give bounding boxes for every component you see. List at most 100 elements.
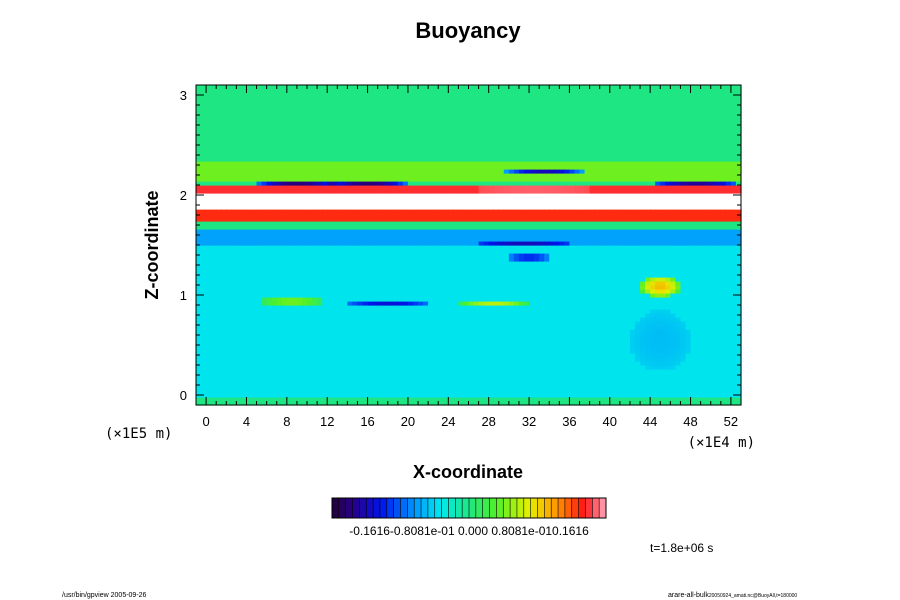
heatmap-cell	[327, 197, 333, 202]
heatmap-cell	[196, 169, 202, 174]
heatmap-cell	[433, 365, 439, 370]
heatmap-cell	[443, 233, 449, 238]
heatmap-cell	[266, 221, 273, 226]
heatmap-cell	[367, 209, 374, 214]
heatmap-cell	[503, 193, 510, 198]
heatmap-cell	[246, 209, 253, 214]
heatmap-cell	[216, 317, 222, 322]
heatmap-cell	[211, 309, 217, 314]
heatmap-cell	[301, 253, 308, 258]
heatmap-cell	[206, 301, 212, 306]
heatmap-cell	[428, 225, 434, 230]
heatmap-cell	[332, 237, 338, 242]
heatmap-cell	[322, 269, 328, 274]
heatmap-cell	[231, 373, 237, 378]
heatmap-cell	[317, 333, 323, 338]
heatmap-cell	[206, 285, 212, 290]
heatmap-cell	[498, 225, 505, 230]
heatmap-cell	[276, 205, 283, 210]
heatmap-cell	[301, 145, 308, 150]
heatmap-cell	[362, 181, 369, 186]
heatmap-cell	[453, 349, 460, 354]
heatmap-cell	[291, 361, 298, 366]
heatmap-cell	[312, 185, 318, 190]
heatmap-cell	[261, 321, 268, 326]
heatmap-cell	[221, 301, 227, 306]
heatmap-cell	[337, 105, 343, 110]
heatmap-cell	[493, 381, 500, 386]
heatmap-cell	[236, 305, 243, 310]
heatmap-cell	[488, 321, 495, 326]
heatmap-cell	[382, 345, 389, 350]
heatmap-cell	[483, 309, 490, 314]
heatmap-cell	[312, 161, 318, 166]
heatmap-cell	[296, 101, 303, 106]
heatmap-cell	[286, 177, 293, 182]
heatmap-cell	[271, 365, 278, 370]
heatmap-cell	[438, 313, 444, 318]
heatmap-cell	[397, 229, 404, 234]
heatmap-cell	[342, 277, 348, 282]
heatmap-cell	[226, 193, 232, 198]
heatmap-cell	[362, 161, 369, 166]
heatmap-cell	[301, 213, 308, 218]
heatmap-cell	[443, 121, 449, 126]
heatmap-cell	[271, 137, 278, 142]
heatmap-cell	[332, 297, 338, 302]
heatmap-cell	[327, 341, 333, 346]
heatmap-cell	[377, 381, 384, 386]
heatmap-cell	[503, 137, 510, 142]
heatmap-cell	[407, 361, 414, 366]
heatmap-cell	[266, 141, 273, 146]
heatmap-cell	[231, 265, 237, 270]
heatmap-cell	[493, 397, 500, 402]
heatmap-cell	[317, 213, 323, 218]
heatmap-cell	[407, 173, 414, 178]
heatmap-cell	[201, 173, 207, 178]
heatmap-cell	[332, 185, 338, 190]
heatmap-cell	[433, 133, 439, 138]
heatmap-cell	[387, 369, 394, 374]
heatmap-cell	[226, 321, 232, 326]
heatmap-cell	[387, 173, 394, 178]
heatmap-cell	[296, 301, 303, 306]
heatmap-cell	[271, 149, 278, 154]
heatmap-cell	[342, 273, 348, 278]
heatmap-cell	[493, 305, 500, 310]
heatmap-cell	[382, 321, 389, 326]
heatmap-cell	[372, 197, 379, 202]
heatmap-cell	[352, 249, 359, 254]
heatmap-cell	[503, 341, 510, 346]
heatmap-cell	[362, 365, 369, 370]
heatmap-cell	[296, 329, 303, 334]
heatmap-cell	[473, 301, 480, 306]
heatmap-cell	[463, 201, 470, 206]
heatmap-cell	[468, 177, 475, 182]
heatmap-cell	[453, 117, 460, 122]
heatmap-cell	[372, 253, 379, 258]
heatmap-cell	[241, 197, 248, 202]
heatmap-cell	[216, 113, 222, 118]
heatmap-cell	[382, 209, 389, 214]
heatmap-cell	[322, 305, 328, 310]
heatmap-cell	[493, 349, 500, 354]
heatmap-cell	[261, 369, 268, 374]
heatmap-cell	[347, 277, 354, 282]
heatmap-cell	[357, 221, 364, 226]
heatmap-cell	[488, 101, 495, 106]
heatmap-cell	[377, 229, 384, 234]
heatmap-cell	[337, 389, 343, 394]
heatmap-cell	[402, 389, 409, 394]
heatmap-cell	[387, 189, 394, 194]
heatmap-cell	[251, 345, 258, 350]
heatmap-cell	[443, 229, 449, 234]
heatmap-cell	[407, 309, 414, 314]
heatmap-cell	[418, 209, 424, 214]
heatmap-cell	[201, 269, 207, 274]
heatmap-cell	[377, 281, 384, 286]
heatmap-cell	[281, 309, 288, 314]
heatmap-cell	[291, 345, 298, 350]
heatmap-cell	[478, 197, 485, 202]
heatmap-cell	[352, 297, 359, 302]
heatmap-cell	[377, 317, 384, 322]
